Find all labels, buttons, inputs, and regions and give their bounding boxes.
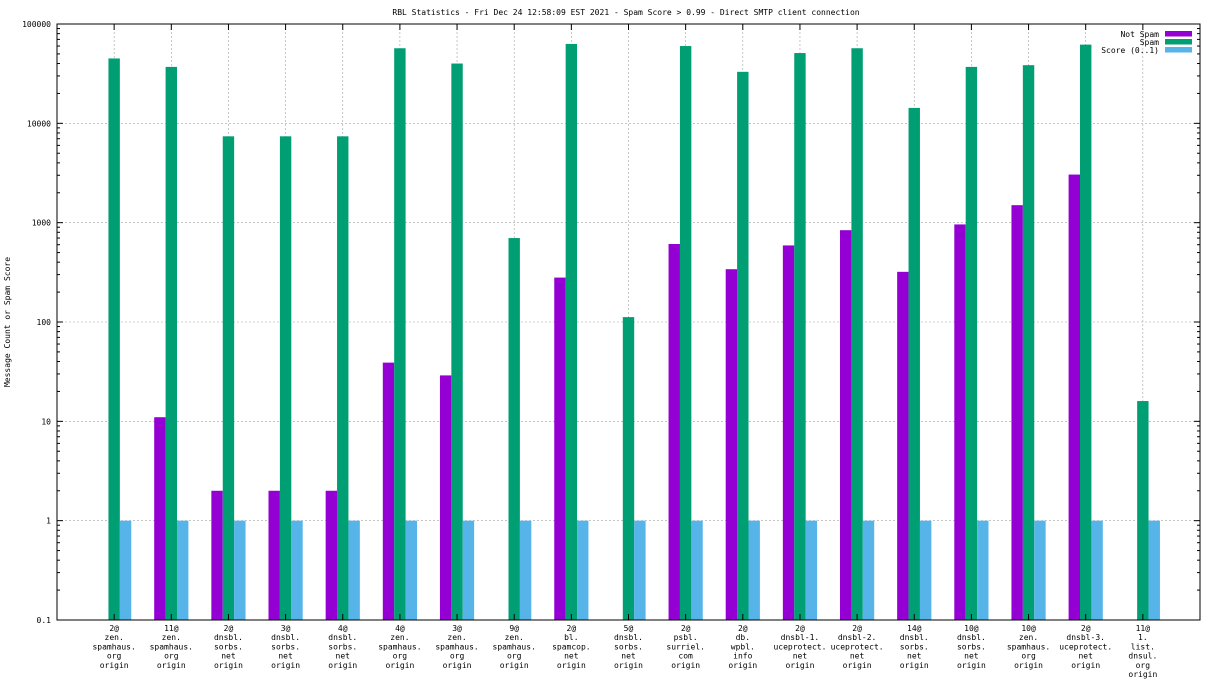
legend-label: Score (0..1) bbox=[1101, 46, 1159, 55]
y-tick-label: 0.1 bbox=[37, 616, 52, 625]
y-tick-label: 100000 bbox=[22, 20, 51, 29]
bar-spam bbox=[394, 48, 406, 621]
bar-spam bbox=[279, 136, 292, 620]
bar-not-spam bbox=[268, 490, 280, 620]
bar-spam bbox=[1137, 401, 1149, 620]
bar-score-0-1 bbox=[634, 520, 646, 620]
bar-score-0-1 bbox=[234, 520, 246, 620]
bar-score-0-1 bbox=[177, 520, 189, 620]
x-tick-label: 11@ 1. list. dnsul. org origin bbox=[1128, 624, 1157, 679]
x-ticks: 2@ zen. spamhaus. org origin 11@ zen. spamhaus.… bbox=[92, 24, 1157, 679]
y-tick-label: 10000 bbox=[27, 119, 51, 128]
bar-spam bbox=[622, 317, 635, 620]
bar-spam bbox=[337, 136, 349, 620]
legend-swatch bbox=[1165, 31, 1192, 37]
bar-score-0-1 bbox=[691, 520, 703, 620]
x-tick-label: 2@ psbl. surriel. com origin bbox=[666, 624, 705, 670]
bar-score-0-1 bbox=[805, 520, 818, 620]
bar-not-spam bbox=[382, 362, 395, 620]
y-ticks: 0.1 1 10 100 1000 10000 100000 bbox=[22, 20, 1200, 625]
x-tick-label: 3@ dnsbl. sorbs. net origin bbox=[271, 624, 300, 670]
y-tick-label: 10 bbox=[41, 417, 51, 426]
bar-score-0-1 bbox=[519, 520, 532, 620]
bar-score-0-1 bbox=[577, 520, 589, 620]
x-tick-label: 10@ dnsbl. sorbs. net origin bbox=[957, 624, 986, 670]
bar-not-spam bbox=[1011, 205, 1023, 621]
chart-title: RBL Statistics - Fri Dec 24 12:58:09 EST… bbox=[392, 8, 859, 17]
x-tick-label: 11@ zen. spamhaus. org origin bbox=[150, 624, 193, 670]
x-tick-label: 2@ zen. spamhaus. org origin bbox=[92, 624, 135, 670]
x-tick-label: 3@ zen. spamhaus. org origin bbox=[435, 624, 478, 670]
bar-spam bbox=[679, 46, 692, 620]
x-tick-label: 4@ dnsbl. sorbs. net origin bbox=[328, 624, 357, 670]
x-tick-label: 2@ bl. spamcop. net origin bbox=[552, 624, 591, 670]
bar-spam bbox=[737, 71, 749, 620]
bar-not-spam bbox=[782, 245, 795, 620]
bar-spam bbox=[508, 238, 520, 620]
bar-score-0-1 bbox=[977, 520, 989, 620]
bar-spam bbox=[965, 66, 978, 620]
bar-score-0-1 bbox=[1091, 520, 1103, 620]
bar-score-0-1 bbox=[919, 520, 932, 620]
bar-not-spam bbox=[954, 224, 966, 620]
legend-label: Spam bbox=[1140, 38, 1159, 47]
bar-score-0-1 bbox=[1148, 520, 1160, 620]
bar-score-0-1 bbox=[462, 520, 475, 620]
bar-not-spam bbox=[725, 269, 738, 620]
bar-spam bbox=[1022, 65, 1035, 621]
x-tick-label: 2@ dnsbl-3. uceprotect. net origin bbox=[1059, 624, 1112, 670]
bar-not-spam bbox=[668, 243, 680, 620]
x-tick-label: 2@ dnsbl-2. uceprotect. net origin bbox=[831, 624, 884, 670]
x-tick-label: 2@ dnsbl-1. uceprotect. net origin bbox=[773, 624, 826, 670]
bar-score-0-1 bbox=[291, 520, 303, 620]
bar-not-spam bbox=[439, 375, 452, 620]
legend-label: Not Spam bbox=[1120, 30, 1159, 39]
legend-swatch bbox=[1165, 47, 1192, 53]
bar-not-spam bbox=[211, 490, 223, 620]
bar-score-0-1 bbox=[405, 520, 417, 620]
legend-swatch bbox=[1165, 39, 1192, 45]
bar-spam bbox=[794, 53, 806, 620]
y-axis-label: Message Count or Spam Score bbox=[3, 257, 12, 387]
bar-score-0-1 bbox=[348, 520, 360, 620]
x-tick-label: 2@ dnsbl. sorbs. net origin bbox=[214, 624, 243, 670]
bar-score-0-1 bbox=[1034, 520, 1046, 620]
x-tick-label: 9@ zen. spamhaus. org origin bbox=[493, 624, 536, 670]
bar-spam bbox=[108, 58, 120, 620]
x-tick-label: 2@ db. wpbl. info origin bbox=[728, 624, 757, 670]
y-tick-label: 1000 bbox=[32, 219, 51, 228]
bar-not-spam bbox=[840, 230, 852, 620]
bar-score-0-1 bbox=[862, 520, 875, 620]
bar-spam bbox=[908, 107, 920, 620]
bar-spam bbox=[222, 136, 235, 620]
y-tick-label: 100 bbox=[37, 318, 52, 327]
bar-not-spam bbox=[325, 490, 338, 620]
bar-spam bbox=[1080, 44, 1092, 620]
bar-spam bbox=[851, 48, 863, 621]
bar-score-0-1 bbox=[748, 520, 760, 620]
bar-not-spam bbox=[154, 417, 166, 620]
bar-spam bbox=[451, 63, 463, 621]
x-tick-label: 14@ dnsbl. sorbs. net origin bbox=[900, 624, 929, 670]
bar-score-0-1 bbox=[119, 520, 132, 620]
bars bbox=[108, 43, 1160, 621]
x-tick-label: 4@ zen. spamhaus. org origin bbox=[378, 624, 421, 670]
bar-spam bbox=[165, 66, 177, 620]
x-tick-label: 10@ zen. spamhaus. org origin bbox=[1007, 624, 1050, 670]
bar-not-spam bbox=[897, 271, 909, 620]
x-tick-label: 5@ dnsbl. sorbs. net origin bbox=[614, 624, 643, 670]
y-tick-label: 1 bbox=[46, 517, 51, 526]
bar-spam bbox=[565, 43, 578, 620]
bar-not-spam bbox=[554, 277, 566, 620]
bar-not-spam bbox=[1068, 174, 1080, 620]
